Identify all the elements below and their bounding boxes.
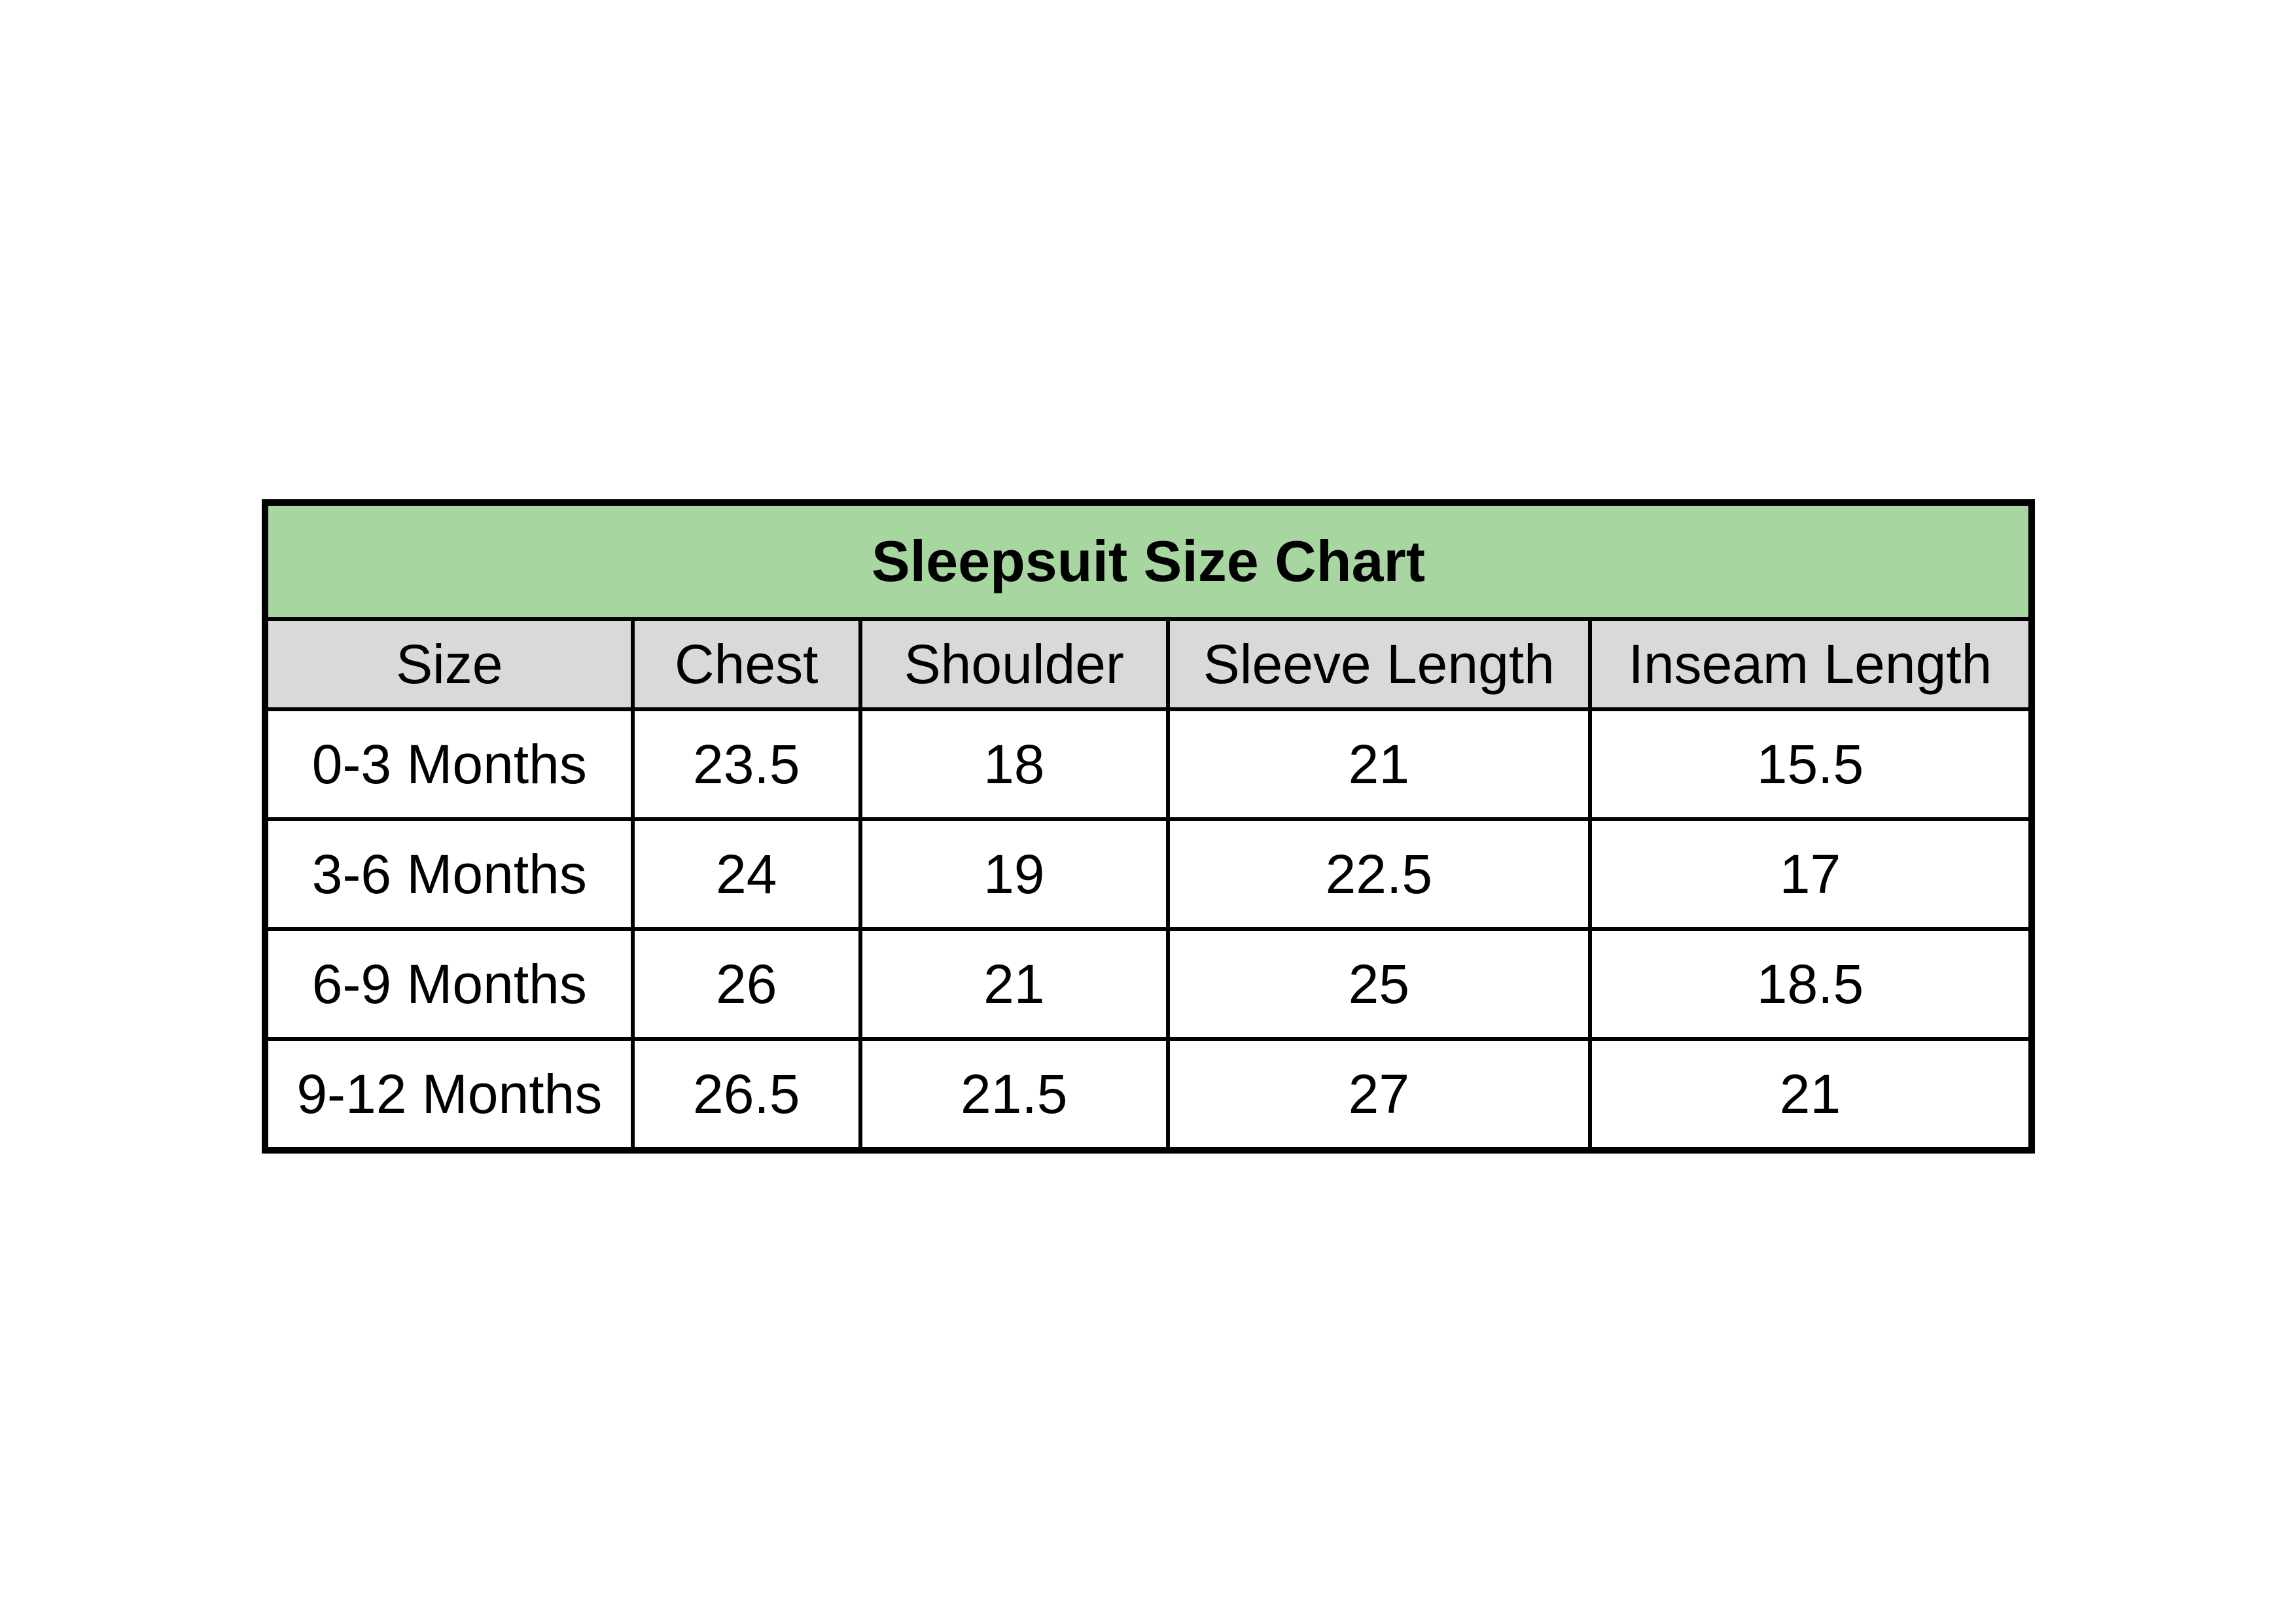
size-label: 9-12 Months <box>263 1037 635 1152</box>
column-header: Inseam Length <box>1587 617 2034 711</box>
column-header: Chest <box>630 617 862 711</box>
table-row: 3-6 Months 24 19 22.5 17 <box>263 817 2034 931</box>
table-title: Sleepsuit Size Chart <box>263 501 2034 621</box>
sleepsuit-size-chart-table: Sleepsuit Size Chart Size Chest Shoulder Sl… <box>262 499 2035 1154</box>
size-label: 6-9 Months <box>263 927 635 1041</box>
table-row: 6-9 Months 26 21 25 18.5 <box>263 927 2034 1041</box>
measurement-value: 18.5 <box>1587 927 2034 1041</box>
table-head: Sleepsuit Size Chart Size Chest Shoulder Sl… <box>263 501 2034 711</box>
measurement-value: 15.5 <box>1587 707 2034 821</box>
column-header: Size <box>263 617 635 711</box>
measurement-value: 17 <box>1587 817 2034 931</box>
title-row: Sleepsuit Size Chart <box>263 501 2034 621</box>
measurement-value: 21.5 <box>858 1037 1170 1152</box>
table-row: 9-12 Months 26.5 21.5 27 21 <box>263 1037 2034 1152</box>
measurement-value: 25 <box>1165 927 1592 1041</box>
measurement-value: 18 <box>858 707 1170 821</box>
column-header: Shoulder <box>858 617 1170 711</box>
measurement-value: 23.5 <box>630 707 862 821</box>
table-body: 0-3 Months 23.5 18 21 15.5 3-6 Months 24 19 22.5… <box>263 707 2034 1152</box>
size-label: 0-3 Months <box>263 707 635 821</box>
measurement-value: 21 <box>858 927 1170 1041</box>
measurement-value: 19 <box>858 817 1170 931</box>
measurement-value: 21 <box>1587 1037 2034 1152</box>
size-label: 3-6 Months <box>263 817 635 931</box>
table-row: 0-3 Months 23.5 18 21 15.5 <box>263 707 2034 821</box>
measurement-value: 21 <box>1165 707 1592 821</box>
measurement-value: 22.5 <box>1165 817 1592 931</box>
measurement-value: 24 <box>630 817 862 931</box>
measurement-value: 27 <box>1165 1037 1592 1152</box>
measurement-value: 26.5 <box>630 1037 862 1152</box>
header-row: Size Chest Shoulder Sleeve Length Inseam Len… <box>263 617 2034 711</box>
measurement-value: 26 <box>630 927 862 1041</box>
column-header: Sleeve Length <box>1165 617 1592 711</box>
